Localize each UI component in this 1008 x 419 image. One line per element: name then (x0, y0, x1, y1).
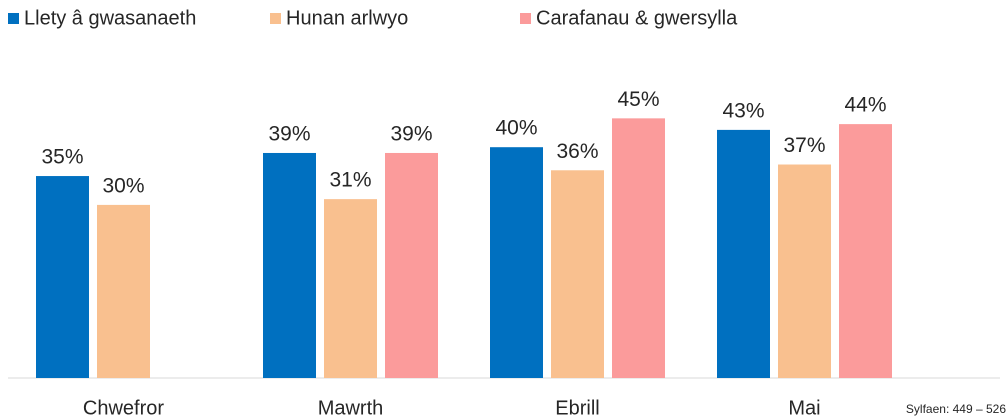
data-label: 37% (783, 134, 825, 157)
data-label: 31% (329, 169, 371, 192)
bar (97, 204, 150, 378)
data-label: 44% (844, 94, 886, 117)
data-label: 36% (556, 140, 598, 163)
data-label: 39% (390, 123, 432, 146)
legend-label: Hunan arlwyo (286, 7, 408, 29)
legend-swatch (520, 13, 531, 24)
legend-label: Llety â gwasanaeth (24, 7, 196, 29)
data-label: 39% (268, 123, 310, 146)
x-tick-label: Ebrill (555, 397, 599, 419)
bar (324, 199, 377, 378)
bar (839, 124, 892, 379)
bar (612, 118, 665, 378)
data-label: 35% (41, 146, 83, 169)
data-label: 40% (495, 117, 537, 140)
legend-swatch (270, 13, 281, 24)
bar (385, 152, 438, 378)
x-tick-label: Chwefror (83, 397, 164, 419)
x-tick-label: Mawrth (318, 397, 384, 419)
data-label: 43% (722, 99, 764, 122)
bar (263, 152, 316, 378)
bar (717, 129, 770, 378)
bar (551, 170, 604, 378)
legend-swatch (8, 13, 19, 24)
data-label: 30% (102, 174, 144, 197)
legend-label: Carafanau & gwersylla (536, 7, 738, 29)
bar (778, 164, 831, 378)
x-tick-label: Mai (788, 397, 820, 419)
bar (490, 147, 543, 378)
bar (36, 176, 89, 378)
data-label: 45% (617, 88, 659, 111)
annotation: Sylfaen: 449 – 526 (906, 402, 1006, 416)
